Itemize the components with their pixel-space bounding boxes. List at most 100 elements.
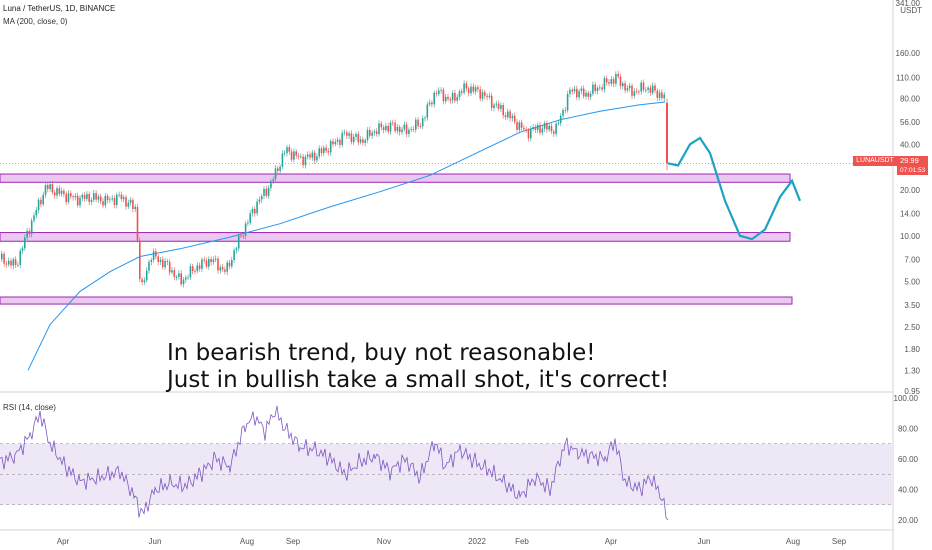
candle-body <box>111 198 113 200</box>
candle-body <box>534 127 537 130</box>
time-tick-label: Feb <box>515 537 529 546</box>
candle-body <box>99 196 102 202</box>
rsi-tick-label: 60.00 <box>898 455 919 464</box>
candle-body <box>392 122 394 124</box>
candle-body <box>30 220 33 235</box>
candle-body <box>605 78 608 83</box>
candle-body <box>120 194 123 200</box>
candle-body <box>599 87 601 89</box>
candle-body <box>235 248 238 251</box>
candle-body <box>70 193 72 197</box>
candle-body <box>527 130 530 139</box>
candle-body <box>290 151 293 160</box>
candle-body <box>219 267 222 271</box>
candle-body <box>656 90 659 98</box>
candle-body <box>196 265 199 272</box>
candle-body <box>553 131 555 134</box>
candle-body <box>33 215 35 221</box>
candle-body <box>509 111 511 119</box>
candle-body <box>472 86 475 92</box>
candle-body <box>171 270 173 273</box>
time-tick-label: Jun <box>698 537 711 546</box>
support-zone <box>0 296 793 305</box>
candle-body <box>185 277 187 280</box>
candle-body <box>633 91 636 96</box>
candle-body <box>500 105 502 109</box>
support-zones[interactable] <box>0 173 793 305</box>
candle-body <box>548 125 550 130</box>
candle-body <box>274 168 277 180</box>
candle-body <box>626 88 629 91</box>
price-tag-symbol: LUNAUSDT <box>853 156 897 166</box>
time-tick-label: Sep <box>286 537 301 546</box>
candle-body <box>88 193 90 202</box>
time-tick-label: Sep <box>832 537 847 546</box>
candle-body <box>237 235 240 249</box>
candle-body <box>178 273 180 277</box>
candle-body <box>145 270 148 281</box>
candle-body <box>387 125 389 132</box>
symbol-title: Luna / TetherUS, 1D, BINANCE <box>3 4 116 13</box>
candle-body <box>329 141 332 153</box>
candle-body <box>42 194 44 205</box>
price-axis-labels: 341.00 160.00 110.00 80.00 56.00 40.00 20.00 14… <box>896 0 921 396</box>
candle-body <box>164 260 166 268</box>
candle-body <box>320 148 323 154</box>
time-tick-label: Aug <box>240 537 254 546</box>
candle-body <box>297 155 300 157</box>
price-tick-label: 10.00 <box>900 232 921 241</box>
candle-body <box>398 126 401 133</box>
candle-body <box>617 74 619 77</box>
candle-body <box>585 92 587 97</box>
candle-body <box>5 263 8 265</box>
ma-legend: MA (200, close, 0) <box>3 17 68 26</box>
candle-body <box>233 250 235 260</box>
candle-body <box>341 133 343 145</box>
candle-body <box>90 199 93 202</box>
candle-body <box>348 133 350 136</box>
candle-body <box>212 259 215 263</box>
candle-body <box>394 122 396 132</box>
candle-body <box>226 262 228 272</box>
candle-body <box>162 259 164 268</box>
last-price-tag: LUNAUSDT 29.99 07:01:53 <box>853 156 928 175</box>
candle-body <box>134 206 136 210</box>
candle-body <box>228 262 231 267</box>
candle-body <box>603 78 606 90</box>
candle-body <box>382 127 385 131</box>
candle-body <box>352 136 355 143</box>
candle-body <box>456 97 458 101</box>
candle-body <box>359 139 362 143</box>
candle-body <box>424 117 426 119</box>
candle-body <box>516 121 518 130</box>
price-tick-label: 20.00 <box>900 186 921 195</box>
price-tick-label: 160.00 <box>896 49 921 58</box>
candle-body <box>24 237 26 249</box>
candle-body <box>231 259 233 267</box>
price-tick-label: 110.00 <box>896 74 920 83</box>
candle-body <box>247 222 249 224</box>
candle-body <box>325 147 327 151</box>
rsi-tick-label: 20.00 <box>898 516 919 525</box>
candle-body <box>12 259 15 266</box>
candle-body <box>396 126 399 132</box>
candle-body <box>109 199 111 201</box>
candle-body <box>168 261 171 273</box>
candle-body <box>467 88 470 94</box>
time-tick-label: Aug <box>786 537 800 546</box>
time-tick-label: Jun <box>149 537 162 546</box>
candle-body <box>481 92 484 99</box>
candle-body <box>288 147 291 152</box>
candle-body <box>428 102 431 105</box>
candle-body <box>442 89 445 102</box>
candle-body <box>323 147 325 154</box>
candle-body <box>332 141 334 145</box>
candle-body <box>217 258 219 271</box>
candle-body <box>132 199 134 210</box>
candle-body <box>490 95 493 109</box>
time-tick-label: 2022 <box>468 537 486 546</box>
candle-body <box>208 258 210 267</box>
candle-body <box>116 194 118 206</box>
candle-body <box>189 266 192 278</box>
